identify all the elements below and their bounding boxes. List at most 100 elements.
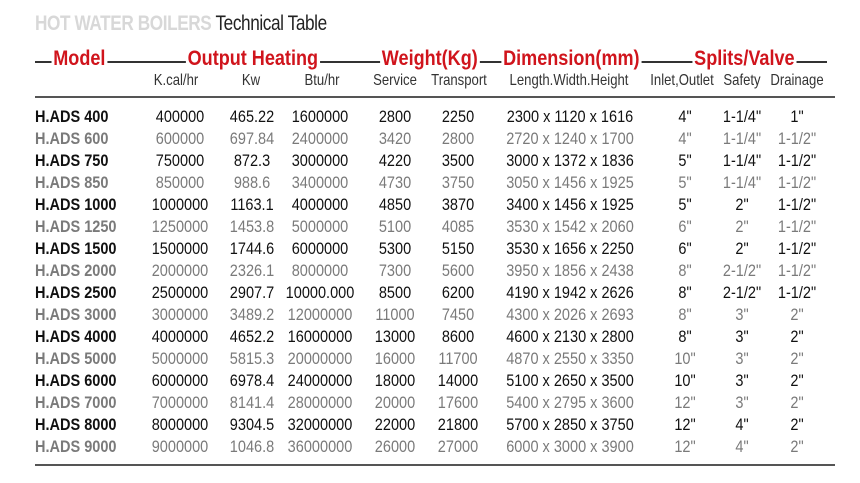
cell-model: H.ADS 2500 [35,284,117,302]
cell-service: 7300 [378,262,412,280]
cell-drainage: 2" [790,328,804,346]
cell-dim: 2300 x 1120 x 1616 [506,108,634,126]
cell-dim: 2720 x 1240 x 1700 [506,130,634,148]
cell-safety: 4" [735,416,749,434]
cell-inlet: 5" [678,196,692,214]
cell-service: 11000 [375,306,415,324]
section-weight: Weight(Kg) [380,47,480,71]
cell-safety: 2" [735,218,749,236]
cell-inlet: 8" [678,262,692,280]
cell-safety: 2-1/2" [722,284,762,302]
cell-btu: 36000000 [287,438,353,456]
cell-kcal: 400000 [155,108,205,126]
cell-drainage: 1-1/2" [777,218,817,236]
table-row: H.ADS 9000 9000000 1046.8 36000000 26000 2700… [0,436,860,458]
cell-kw: 3489.2 [229,306,275,324]
cell-model: H.ADS 6000 [35,372,117,390]
cell-service: 26000 [374,438,416,456]
cell-inlet: 5" [678,174,692,192]
cell-dim: 4190 x 1942 x 2626 [506,284,634,302]
table-row: H.ADS 2500 2500000 2907.7 10000.000 8500 6200… [0,282,860,304]
cell-transport: 3750 [441,174,475,192]
table-row: H.ADS 7000 7000000 8141.4 28000000 20000 1760… [0,392,860,414]
cell-drainage: 1-1/2" [777,262,817,280]
cell-drainage: 2" [790,438,804,456]
section-dimension: Dimension(mm) [501,47,642,71]
cell-drainage: 1-1/2" [777,284,817,302]
cell-dim: 5100 x 2650 x 3500 [506,372,634,390]
cell-drainage: 1-1/2" [777,196,817,214]
cell-kw: 1744.6 [229,240,275,258]
table-row: H.ADS 8000 8000000 9304.5 32000000 22000 2180… [0,414,860,436]
cell-service: 13000 [374,328,416,346]
cell-drainage: 1-1/2" [777,130,817,148]
cell-safety: 3" [735,394,749,412]
cell-kw: 697.84 [229,130,275,148]
cell-service: 3420 [378,130,412,148]
column-header-inlet-outlet: Inlet,Outlet [650,72,714,89]
cell-kw: 1046.8 [229,438,275,456]
cell-transport: 17600 [437,394,479,412]
cell-transport: 27000 [437,438,479,456]
cell-model: H.ADS 2000 [35,262,117,280]
table-row: H.ADS 4000 4000000 4652.2 16000000 13000 8600… [0,326,860,348]
cell-inlet: 8" [678,284,692,302]
cell-dim: 3000 x 1372 x 1836 [506,152,634,170]
cell-service: 8500 [378,284,412,302]
cell-dim: 3950 x 1856 x 2438 [506,262,634,280]
cell-kcal: 2000000 [151,262,209,280]
cell-model: H.ADS 9000 [35,438,117,456]
cell-kcal: 850000 [155,174,205,192]
column-header-service: Service [373,72,417,89]
cell-kcal: 9000000 [151,438,209,456]
cell-kw: 1453.8 [229,218,275,236]
cell-dim: 4870 x 2550 x 3350 [506,350,634,368]
cell-safety: 2-1/2" [722,262,762,280]
cell-dim: 3530 x 1656 x 2250 [506,240,634,258]
cell-transport: 8600 [441,328,475,346]
cell-kw: 988.6 [233,174,271,192]
table-row: H.ADS 750 750000 872.3 3000000 4220 3500 3000 … [0,150,860,172]
table-row: H.ADS 850 850000 988.6 3400000 4730 3750 3050 … [0,172,860,194]
cell-inlet: 12" [674,438,696,456]
cell-inlet: 5" [678,152,692,170]
cell-btu: 5000000 [291,218,349,236]
header-rule [35,96,835,98]
cell-transport: 2250 [441,108,475,126]
column-header-transport: Transport [431,72,487,89]
cell-transport: 6200 [441,284,475,302]
cell-kw: 1163.1 [230,196,274,214]
table-row: H.ADS 3000 3000000 3489.2 12000000 11000 7450… [0,304,860,326]
cell-service: 20000 [374,394,416,412]
cell-btu: 28000000 [287,394,353,412]
cell-transport: 3870 [441,196,475,214]
cell-kw: 2326.1 [229,262,275,280]
cell-kcal: 6000000 [151,372,209,390]
cell-dim: 3050 x 1456 x 1925 [506,174,634,192]
cell-model: H.ADS 750 [35,152,109,170]
cell-drainage: 2" [790,394,804,412]
cell-service: 5100 [378,218,412,236]
cell-dim: 4300 x 2026 x 2693 [506,306,634,324]
cell-service: 18000 [374,372,416,390]
cell-drainage: 1-1/2" [777,152,817,170]
cell-kcal: 1000000 [151,196,209,214]
cell-service: 4220 [378,152,412,170]
cell-transport: 3500 [441,152,475,170]
footer-rule [35,464,835,466]
cell-service: 4850 [378,196,412,214]
cell-safety: 3" [735,372,749,390]
cell-kw: 2907.7 [229,284,275,302]
cell-drainage: 2" [790,350,804,368]
section-splits-valve: Splits/Valve [692,47,797,71]
cell-btu: 16000000 [287,328,353,346]
cell-safety: 3" [735,350,749,368]
cell-kcal: 750000 [155,152,205,170]
cell-drainage: 2" [790,372,804,390]
cell-btu: 3400000 [291,174,349,192]
cell-transport: 7450 [441,306,475,324]
table-row: H.ADS 1000 1000000 1163.1 4000000 4850 3870 34… [0,194,860,216]
cell-kcal: 1250000 [151,218,209,236]
column-header-dimension: Length.Width.Height [509,72,629,89]
